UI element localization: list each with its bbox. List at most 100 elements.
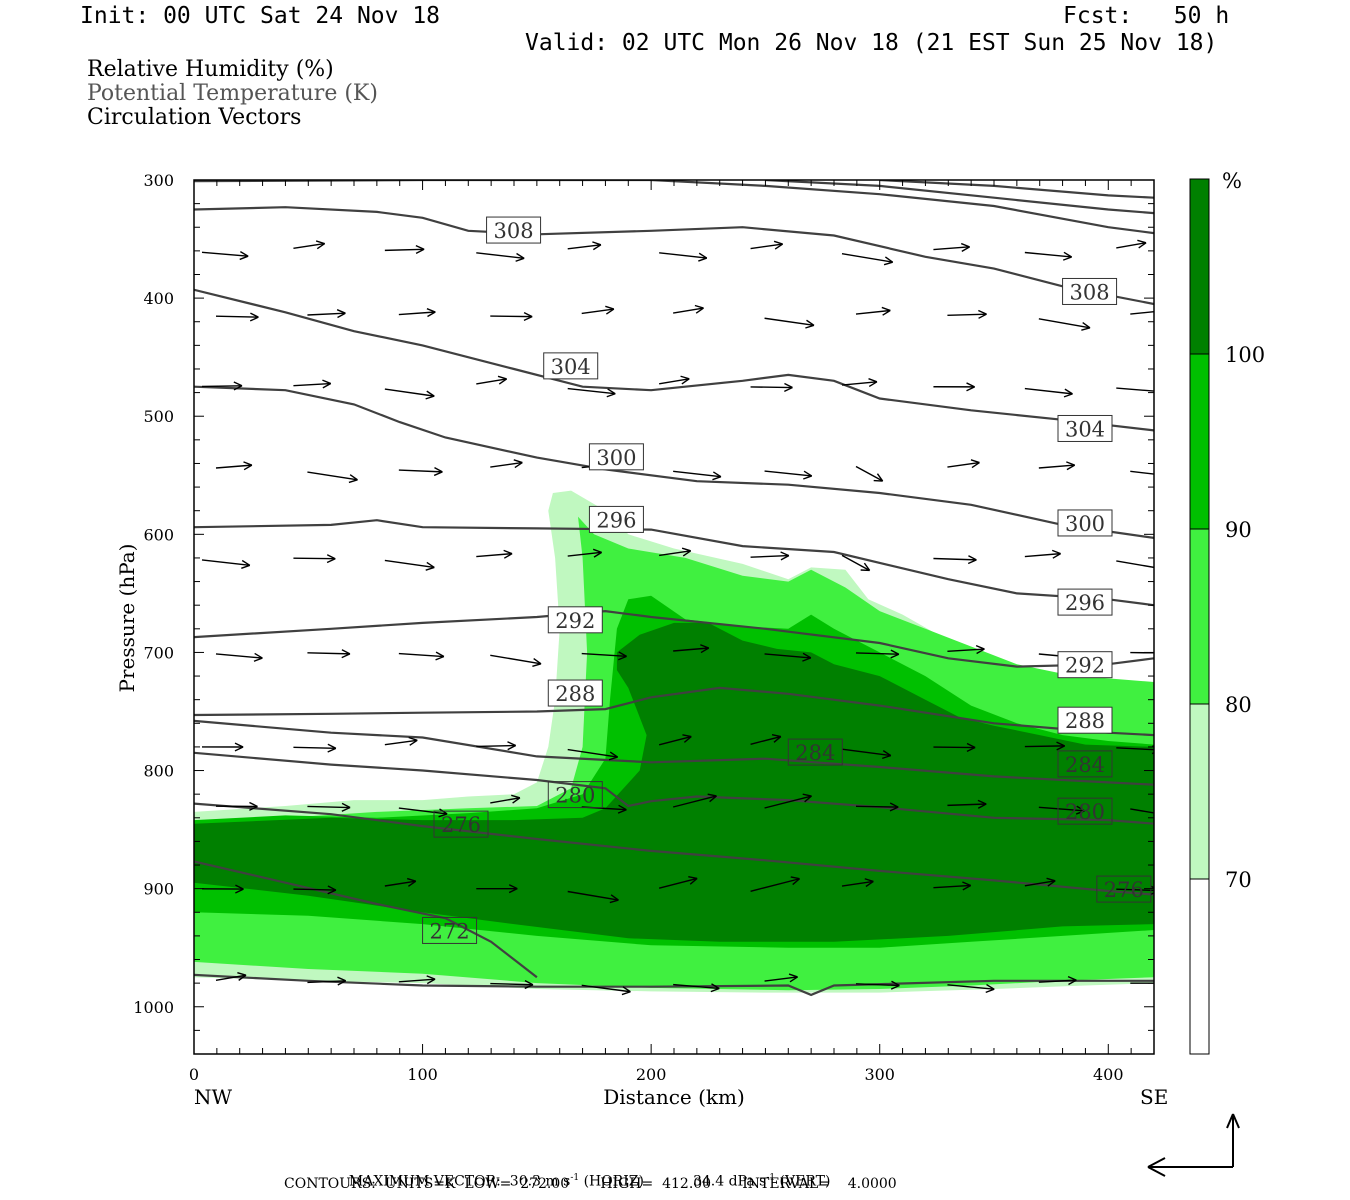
colorbar-level-label: 70: [1225, 868, 1252, 892]
rh-colorbar: 100 90 80 70: [1189, 178, 1265, 1055]
circulation-vector: [215, 652, 263, 662]
theta-contour-300: [194, 385, 1154, 539]
colorbar-segment: [1190, 354, 1209, 529]
max-vector-line: MAXIMUM VECTOR: 30.3 m s-1 (HORIZ) 34.4 …: [340, 1157, 831, 1190]
x-tick-label: 200: [636, 1065, 667, 1084]
field-vectors-label: Circulation Vectors: [87, 105, 302, 130]
contour-label-280: 280: [547, 781, 603, 809]
init-time: Init: 00 UTC Sat 24 Nov 18: [80, 3, 441, 29]
circulation-vector: [384, 388, 435, 400]
circulation-vector: [933, 742, 976, 753]
contour-label-284: 284: [787, 738, 843, 766]
circulation-vector: [1116, 239, 1147, 249]
horiz-unit-exponent: -1: [570, 1173, 580, 1183]
circulation-vector: [764, 317, 815, 329]
svg-text:280: 280: [555, 784, 595, 808]
theta-contour-288: [194, 686, 1154, 737]
circulation-vector: [673, 644, 710, 654]
circulation-vector: [933, 555, 977, 565]
theta-contour-layer: [194, 180, 1154, 997]
circulation-vector: [855, 802, 899, 812]
circulation-vector: [947, 459, 980, 469]
rh-region-100: [194, 622, 1154, 942]
circulation-vector: [855, 306, 891, 316]
circulation-vector: [307, 976, 347, 986]
circulation-vector-layer: [201, 239, 1154, 996]
circulation-vector: [490, 979, 534, 990]
circulation-vector: [384, 736, 418, 746]
circulation-vector: [476, 741, 517, 751]
x-tick-label: 100: [407, 1065, 438, 1084]
circulation-vector: [567, 241, 602, 251]
y-tick-label: 600: [143, 525, 174, 544]
circulation-vector: [293, 743, 337, 753]
circulation-vector: [750, 551, 790, 561]
circulation-vector: [201, 381, 243, 391]
circulation-vector: [658, 734, 692, 746]
circulation-vector: [307, 471, 358, 484]
x-end-label-se: SE: [1140, 1085, 1168, 1109]
circulation-vector: [581, 984, 631, 996]
contour-label-304: 304: [1057, 414, 1113, 442]
circulation-vector: [215, 801, 258, 811]
circulation-vector: [201, 251, 249, 261]
colorbar-level-label: 90: [1225, 518, 1252, 542]
circulation-vector: [750, 734, 782, 745]
circulation-vector: [855, 649, 900, 659]
circulation-vector: [1038, 976, 1077, 986]
circulation-vector: [764, 973, 798, 983]
contour-label-272: 272: [422, 916, 478, 944]
theta-contour-280: [194, 751, 1154, 825]
contour-label-288: 288: [1057, 706, 1113, 734]
circulation-vector: [1130, 651, 1154, 654]
theta-contour-276: [194, 802, 1154, 896]
colorbar-segment: [1190, 529, 1209, 704]
circulation-vector: [1038, 461, 1076, 471]
svg-text:308: 308: [1070, 280, 1110, 304]
circulation-vector: [476, 549, 513, 559]
x-end-label-nw: NW: [194, 1085, 233, 1109]
contour-label-296: 296: [1057, 588, 1113, 616]
circulation-vector: [750, 382, 793, 392]
circulation-vector: [201, 742, 244, 752]
svg-text:288: 288: [1065, 709, 1105, 733]
circulation-vector: [1130, 470, 1154, 475]
circulation-vector: [476, 375, 508, 385]
circulation-vector: [673, 304, 704, 314]
circulation-vector: [398, 651, 445, 661]
colorbar-level-label: 100: [1225, 343, 1265, 367]
theta-contour-292: [194, 609, 1154, 668]
theta-contour-272: [194, 973, 1154, 997]
circulation-vector: [933, 881, 972, 891]
contour-label-layer: 272 276 280 284 288 292 296 300 304 308 308 304 300 2…: [422, 216, 1152, 944]
y-tick-label: 1000: [133, 998, 174, 1017]
circulation-vector: [490, 459, 523, 469]
circulation-vector: [947, 983, 995, 994]
circulation-vector: [490, 794, 521, 804]
circulation-vector: [933, 242, 970, 252]
theta-contour-308: [194, 206, 1154, 306]
circulation-vector: [567, 748, 619, 761]
circulation-vector: [841, 378, 878, 388]
svg-text:304: 304: [551, 355, 591, 379]
contour-label-280: 280: [1057, 797, 1113, 825]
x-tick-label: 400: [1093, 1065, 1124, 1084]
theta-contour-312: [194, 180, 1154, 235]
circulation-vector: [581, 651, 627, 661]
theta-contour-272: [194, 860, 538, 979]
svg-text:288: 288: [555, 682, 595, 706]
svg-text:296: 296: [596, 508, 636, 532]
circulation-vector: [672, 793, 717, 808]
vector-scale-key: [1147, 1113, 1240, 1177]
circulation-vector: [673, 983, 720, 993]
circulation-vector: [933, 382, 975, 392]
contour-label-308: 308: [486, 216, 542, 244]
circulation-vector: [841, 878, 874, 888]
circulation-vector: [384, 244, 425, 255]
circulation-vector: [947, 799, 987, 809]
circulation-vector: [398, 975, 436, 985]
field-theta-label: Potential Temperature (K): [87, 81, 378, 106]
horiz-unit: m s: [545, 1173, 571, 1190]
vector-key-arrowhead-up: [1226, 1113, 1234, 1129]
svg-text:308: 308: [494, 219, 534, 243]
